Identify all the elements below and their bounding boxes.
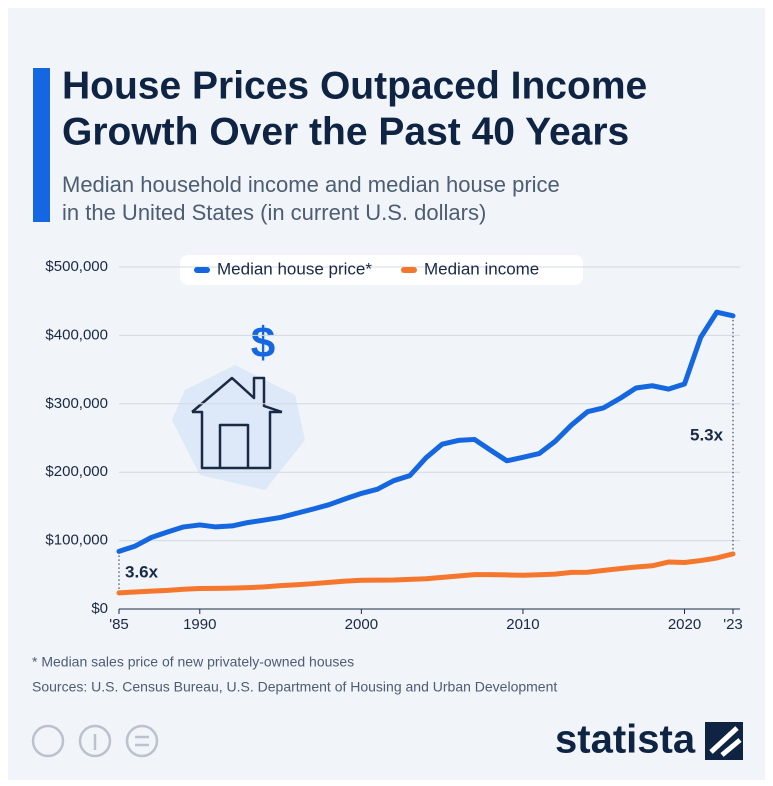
svg-text:$: $ — [251, 319, 275, 368]
series-line — [116, 309, 736, 554]
annotation: 5.3x — [690, 425, 724, 444]
brand-mark-stripes — [709, 726, 742, 757]
series-line — [116, 551, 736, 596]
chart-subtitle: Median household income and median house… — [62, 172, 560, 197]
annotation: 3.6x — [125, 562, 159, 581]
card — [8, 8, 765, 780]
y-tick-label: $500,000 — [45, 258, 108, 275]
chart-subtitle: in the United States (in current U.S. do… — [62, 200, 486, 225]
x-tick-label: 2010 — [506, 616, 539, 633]
y-tick-label: $400,000 — [45, 326, 108, 343]
house-icon: $ — [172, 319, 305, 490]
y-tick-label: $100,000 — [45, 532, 108, 549]
chart-title: Growth Over the Past 40 Years — [62, 110, 629, 153]
y-tick-label: $300,000 — [45, 395, 108, 412]
y-tick-label: $200,000 — [45, 463, 108, 480]
y-tick-label: $0 — [91, 600, 108, 617]
legend-box — [180, 255, 583, 285]
source: Sources: U.S. Census Bureau, U.S. Depart… — [32, 679, 557, 695]
x-tick-label: '85 — [109, 616, 129, 633]
x-tick-label: 2000 — [345, 616, 378, 633]
license-icons — [31, 724, 159, 758]
brand-logo: statista — [555, 718, 696, 762]
x-tick-label: 1990 — [183, 616, 216, 633]
legend-label: Median income — [424, 259, 539, 278]
footnote: * Median sales price of new privately-ow… — [32, 654, 354, 670]
x-tick-label: 2020 — [668, 616, 701, 633]
legend-label: Median house price* — [217, 259, 372, 278]
chart-title: House Prices Outpaced Income — [62, 64, 647, 107]
accent-bar — [33, 68, 50, 222]
x-tick-label: '23 — [723, 616, 743, 633]
